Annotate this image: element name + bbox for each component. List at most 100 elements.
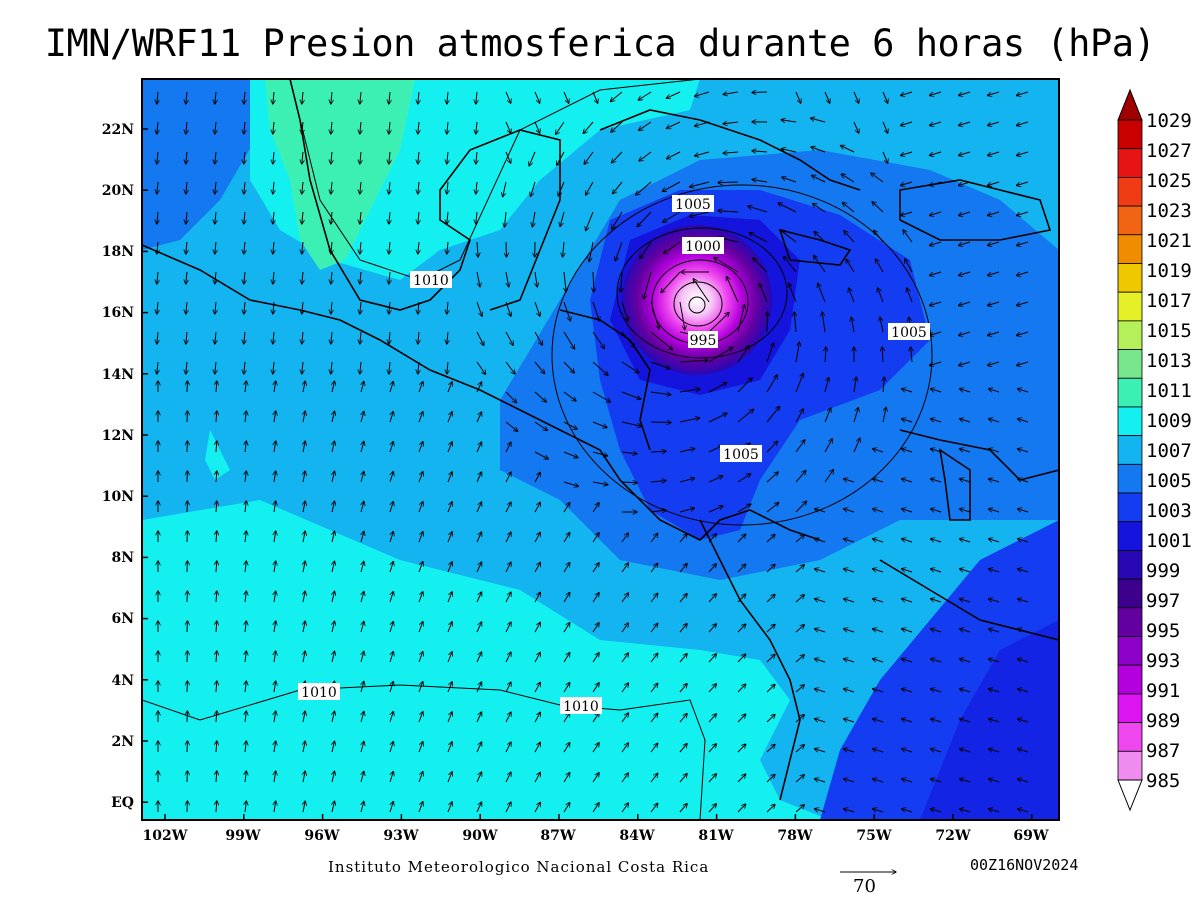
wind-vector-arrow xyxy=(476,301,482,316)
wind-vector-arrow xyxy=(931,719,942,723)
wind-vector-arrow xyxy=(737,346,749,363)
lon-tick-label: 78W xyxy=(777,828,812,844)
wind-vector-arrow xyxy=(664,241,681,254)
wind-vector-arrow xyxy=(273,151,274,164)
colorbar-label: 987 xyxy=(1146,740,1180,762)
wind-vector-arrow xyxy=(780,230,797,243)
wind-vector-arrow xyxy=(331,211,332,224)
wind-vector-arrow xyxy=(960,419,971,423)
wind-vector-arrow xyxy=(534,121,540,133)
wind-vector-arrow xyxy=(245,441,246,453)
wind-vector-arrow xyxy=(650,331,673,350)
colorbar-label: 995 xyxy=(1146,620,1180,642)
wind-vector-arrow xyxy=(273,211,274,224)
wind-vector-arrow xyxy=(216,741,217,753)
colorbar xyxy=(1117,88,1143,812)
colorbar-label: 1005 xyxy=(1146,470,1192,492)
wind-vector-arrow xyxy=(476,802,482,813)
colorbar-label: 1009 xyxy=(1146,410,1192,432)
wind-vector-arrow xyxy=(273,361,274,374)
wind-vector-arrow xyxy=(274,411,276,423)
wind-vector-arrow xyxy=(505,532,511,543)
wind-vector-arrow xyxy=(273,241,274,254)
wind-vector-arrow xyxy=(361,381,364,393)
wind-vector-arrow xyxy=(447,802,452,813)
map-title: IMN/WRF11 Presion atmosferica durante 6 … xyxy=(44,22,1156,65)
colorbar-segment xyxy=(1117,693,1143,724)
wind-vector-arrow xyxy=(844,809,855,813)
wind-vector-arrow xyxy=(844,659,855,663)
wind-vector-arrow xyxy=(215,121,216,134)
wind-vector-arrow xyxy=(303,501,305,513)
wind-vector-arrow xyxy=(245,381,246,393)
wind-vector-arrow xyxy=(613,181,623,194)
wind-vector-arrow xyxy=(563,773,570,783)
wind-vector-arrow xyxy=(531,181,536,196)
wind-vector-arrow xyxy=(766,654,775,663)
wind-vector-arrow xyxy=(244,91,245,104)
lat-tick-label: 4N xyxy=(111,673,134,689)
wind-vector-arrow xyxy=(534,391,546,402)
wind-vector-arrow xyxy=(718,182,739,183)
wind-vector-arrow xyxy=(650,683,658,693)
wind-vector-arrow xyxy=(216,441,217,453)
wind-vector-arrow xyxy=(447,502,452,513)
wind-vector-arrow xyxy=(873,779,884,783)
wind-vector-arrow xyxy=(303,471,305,483)
wind-vector-arrow xyxy=(505,211,507,227)
colorbar-segment xyxy=(1117,349,1143,379)
wind-vector-arrow xyxy=(737,684,746,693)
wind-vector-arrow xyxy=(302,151,303,164)
wind-vector-arrow xyxy=(844,479,855,483)
colorbar-segment xyxy=(1117,377,1143,408)
wind-vector-arrow xyxy=(959,181,971,186)
wind-vector-arrow xyxy=(447,532,452,543)
wind-vector-arrow xyxy=(303,561,305,573)
wind-vector-arrow xyxy=(931,419,942,423)
wind-vector-arrow xyxy=(1017,361,1029,366)
wind-vector-arrow xyxy=(389,181,390,194)
wind-vector-arrow xyxy=(931,659,942,663)
wind-vector-arrow xyxy=(811,147,826,153)
wind-vector-arrow xyxy=(157,331,158,344)
colorbar-segment xyxy=(1117,291,1143,322)
wind-vector-arrow xyxy=(679,478,695,483)
wind-vector-arrow xyxy=(331,121,332,134)
wind-vector-arrow xyxy=(563,593,570,603)
wind-vector-arrow xyxy=(332,591,335,603)
wind-vector-arrow xyxy=(679,624,687,633)
wind-vector-arrow xyxy=(447,301,448,314)
wind-vector-arrow xyxy=(216,801,217,813)
wind-vector-arrow xyxy=(1018,569,1029,573)
wind-vector-arrow xyxy=(723,92,739,94)
wind-vector-arrow xyxy=(389,592,393,603)
wind-vector-arrow xyxy=(650,653,658,663)
wind-vector-arrow xyxy=(988,241,1000,246)
wind-vector-arrow xyxy=(389,301,390,314)
wind-vector-arrow xyxy=(784,256,797,273)
wind-vector-arrow xyxy=(815,689,826,693)
colorbar-segment xyxy=(1117,320,1143,350)
wind-vector-arrow xyxy=(611,121,623,132)
wind-vector-arrow xyxy=(476,382,482,393)
wind-vector-arrow xyxy=(621,361,639,373)
wind-vector-arrow xyxy=(418,682,423,693)
wind-vector-arrow xyxy=(737,594,746,603)
wind-vector-arrow xyxy=(589,241,594,262)
wind-vector-arrow xyxy=(418,442,423,453)
wind-vector-arrow xyxy=(737,409,754,423)
svg-text:1010: 1010 xyxy=(413,273,449,289)
wind-vector-arrow xyxy=(215,271,216,284)
wind-vector-arrow xyxy=(824,439,832,453)
wind-vector-arrow xyxy=(389,91,390,104)
wind-vector-arrow xyxy=(418,382,423,393)
wind-vector-arrow xyxy=(666,91,681,98)
wind-vector-arrow xyxy=(989,599,1000,603)
wind-vector-arrow xyxy=(988,301,1000,306)
wind-vector-arrow xyxy=(902,509,913,513)
contour-label-1005-north: 1005 xyxy=(672,195,714,213)
wind-vector-arrow xyxy=(157,91,158,104)
wind-vector-arrow xyxy=(1017,301,1029,306)
wind-vector-arrow xyxy=(752,151,768,152)
wind-vector-arrow xyxy=(418,121,419,134)
